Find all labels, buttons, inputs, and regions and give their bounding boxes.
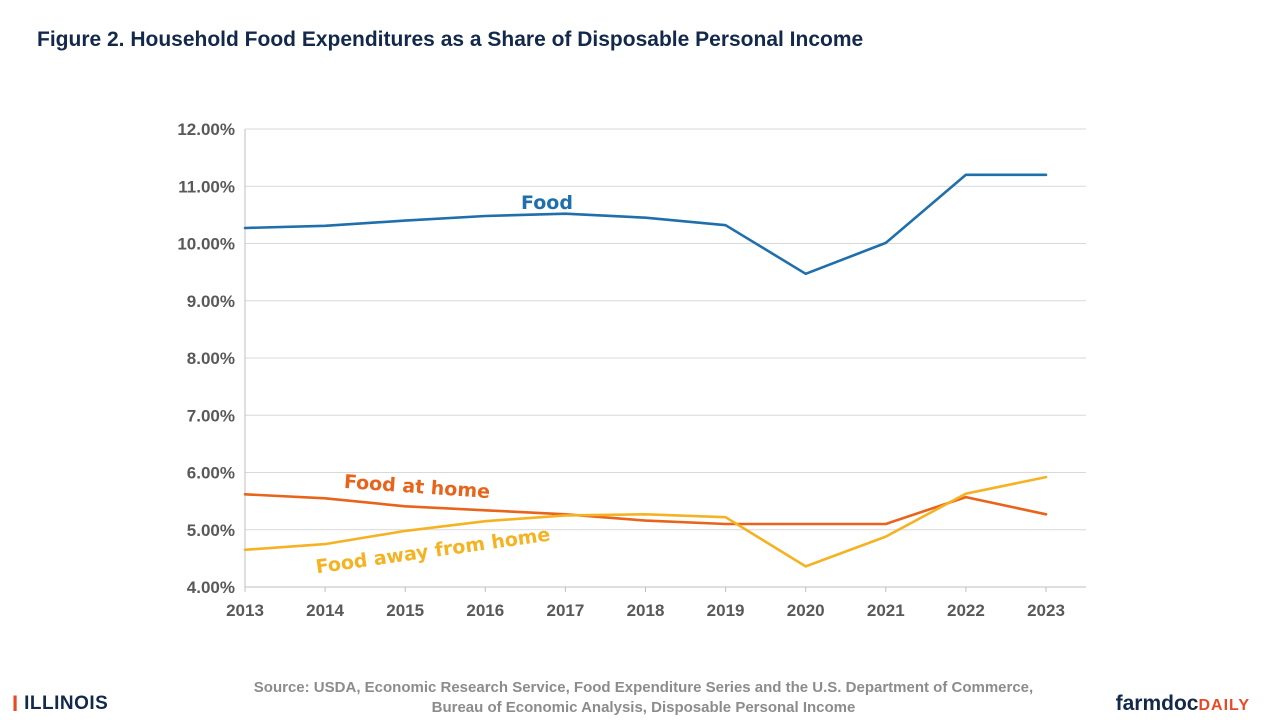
illinois-wordmark: ILLINOIS (24, 693, 109, 714)
x-tick-label: 2022 (947, 601, 985, 620)
series-label-food-at-home: Food at home (343, 471, 491, 503)
axes (244, 129, 1086, 592)
x-tick-label: 2016 (466, 601, 504, 620)
x-tick-label: 2023 (1027, 601, 1065, 620)
x-tick-label: 2017 (546, 601, 584, 620)
source-line-1: Source: USDA, Economic Research Service,… (253, 679, 1034, 696)
y-tick-label: 10.00% (177, 235, 235, 254)
daily-wordmark: DAILY (1198, 697, 1250, 714)
x-tick-label: 2013 (226, 601, 264, 620)
series-line-food-away-from-home (243, 475, 1048, 568)
y-tick-label: 11.00% (178, 177, 235, 196)
x-tick-label: 2019 (707, 601, 745, 620)
series-label-food-away-from-home: Food away from home (314, 524, 551, 579)
x-tick-label: 2020 (787, 601, 825, 620)
illinois-logo: I ILLINOIS (12, 693, 108, 715)
y-tick-label: 7.00% (187, 406, 235, 425)
y-tick-label: 4.00% (187, 578, 235, 597)
illinois-block-i-icon: I (12, 691, 19, 716)
series-line-food (243, 173, 1048, 276)
y-tick-label: 9.00% (187, 292, 235, 311)
x-tick-label: 2018 (627, 601, 665, 620)
x-tick-label: 2021 (867, 601, 905, 620)
y-tick-label: 8.00% (187, 349, 235, 368)
farmdoc-wordmark: farmdoc (1115, 692, 1199, 715)
x-tick-label: 2014 (306, 601, 344, 620)
source-line-2: Bureau of Economic Analysis, Disposable … (431, 699, 856, 716)
series-lines (243, 173, 1048, 568)
y-tick-label: 6.00% (187, 464, 235, 483)
chart-title: Figure 2. Household Food Expenditures as… (37, 28, 864, 51)
series-labels: Food Food at home Food away from home (314, 192, 573, 578)
gridlines (245, 128, 1086, 531)
farmdoc-daily-logo: farmdocDAILY (1116, 692, 1250, 716)
y-tick-labels: 4.00% 5.00% 6.00% 7.00% 8.00% 9.00% 10.00% 11.0… (177, 120, 235, 597)
series-line-food-at-home (243, 492, 1048, 526)
series-label-food: Food (521, 192, 573, 214)
y-tick-label: 12.00% (177, 120, 235, 139)
x-tick-labels: 2013 2014 2015 2016 2017 2018 2019 2020 2021 2022… (226, 601, 1065, 620)
x-tick-label: 2015 (386, 601, 424, 620)
y-tick-label: 5.00% (187, 521, 235, 540)
source-note: Source: USDA, Economic Research Service,… (0, 678, 1280, 718)
